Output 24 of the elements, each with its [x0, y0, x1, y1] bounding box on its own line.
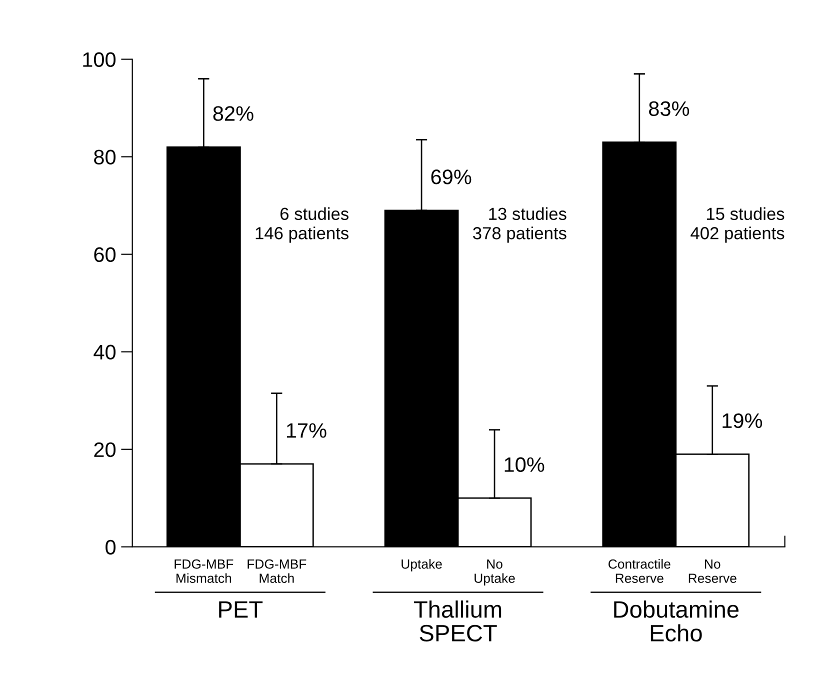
data-label: 82% [213, 106, 254, 121]
y-tick-label: 0 [106, 540, 116, 555]
data-label: 83% [649, 101, 690, 116]
y-tick-label: 80 [94, 150, 116, 165]
x-tick-label: PET [219, 601, 263, 618]
annotation: 15 studies 402 patients [690, 207, 784, 243]
text: FDG-MBF Match [248, 559, 306, 583]
data-label: 10% [504, 457, 544, 472]
annotation: 13 studies 378 patients [473, 207, 566, 243]
annotation: 6 studies 146 patients [256, 207, 348, 243]
y-tick-label: 40 [94, 344, 116, 360]
text: No Reserve [688, 560, 736, 583]
text: Uptake [402, 559, 442, 572]
y-tick-label: 20 [94, 442, 116, 458]
y-tick-label: 100 [83, 52, 116, 67]
x-tick-label: Thallium SPECT [414, 600, 502, 642]
text: FDG-MBF Mismatch [174, 559, 234, 583]
data-label: 17% [286, 423, 326, 438]
text: No Uptake [474, 560, 515, 586]
text: Contractile Reserve [608, 559, 670, 583]
y-tick-label: 60 [94, 247, 116, 262]
data-label: 69% [431, 170, 472, 184]
data-label: 19% [722, 413, 762, 428]
x-tick-label: Dobutamine Echo [614, 600, 739, 642]
